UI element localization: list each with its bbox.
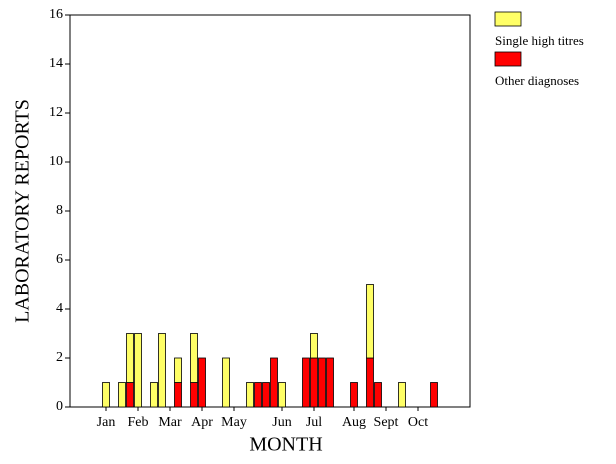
bar-segment — [278, 382, 286, 408]
bar-segment — [134, 333, 142, 408]
legend-label: Single high titres — [495, 33, 584, 48]
x-axis-title: MONTH — [249, 434, 322, 456]
y-tick-label: 16 — [49, 7, 63, 22]
y-tick-label: 8 — [56, 203, 63, 218]
x-tick-label: Feb — [128, 415, 149, 430]
y-tick-label: 10 — [49, 154, 63, 169]
y-tick-label: 0 — [56, 399, 63, 414]
y-tick-label: 2 — [56, 350, 63, 365]
bar-segment — [366, 357, 374, 408]
bar-segment — [102, 382, 110, 408]
x-tick-label: Jun — [272, 415, 291, 430]
bar-segment — [318, 357, 326, 408]
bar-segment — [126, 333, 134, 383]
bar-segment — [310, 357, 318, 408]
bar-segment — [326, 357, 334, 408]
x-tick-label: Sept — [374, 415, 399, 430]
x-tick-label: Jan — [97, 415, 116, 430]
bar-segment — [174, 382, 182, 408]
legend-label: Other diagnoses — [495, 73, 579, 88]
legend-swatch — [494, 51, 522, 67]
bar-segment — [262, 382, 270, 408]
x-tick-label: Aug — [342, 415, 366, 430]
y-tick-label: 4 — [56, 301, 63, 316]
bar-segment — [270, 357, 278, 408]
bar-segment — [118, 382, 126, 408]
y-tick-label: 6 — [56, 252, 63, 267]
bar-segment — [126, 382, 134, 408]
bar-segment — [374, 382, 382, 408]
x-tick-label: Jul — [306, 415, 322, 430]
bar-segment — [302, 357, 310, 408]
bar-segment — [246, 382, 254, 408]
y-axis-title: LABORATORY REPORTS — [12, 99, 34, 323]
legend-swatch — [494, 11, 522, 27]
bar-segment — [310, 333, 318, 359]
x-tick-label: May — [221, 415, 247, 430]
bar-segment — [398, 382, 406, 408]
x-tick-label: Apr — [191, 415, 213, 430]
bar-segment — [222, 357, 230, 408]
y-tick-label: 12 — [49, 105, 63, 120]
bar-segment — [198, 357, 206, 408]
bar-segment — [190, 382, 198, 408]
bar-segment — [150, 382, 158, 408]
x-tick-label: Oct — [408, 415, 428, 430]
bar-segment — [430, 382, 438, 408]
y-tick-label: 14 — [49, 56, 63, 71]
bar-segment — [174, 357, 182, 383]
bar-segment — [190, 333, 198, 383]
bar-segment — [158, 333, 166, 408]
x-tick-label: Mar — [158, 415, 182, 430]
bar-segment — [254, 382, 262, 408]
bar-segment — [350, 382, 358, 408]
bar-segment — [366, 284, 374, 359]
